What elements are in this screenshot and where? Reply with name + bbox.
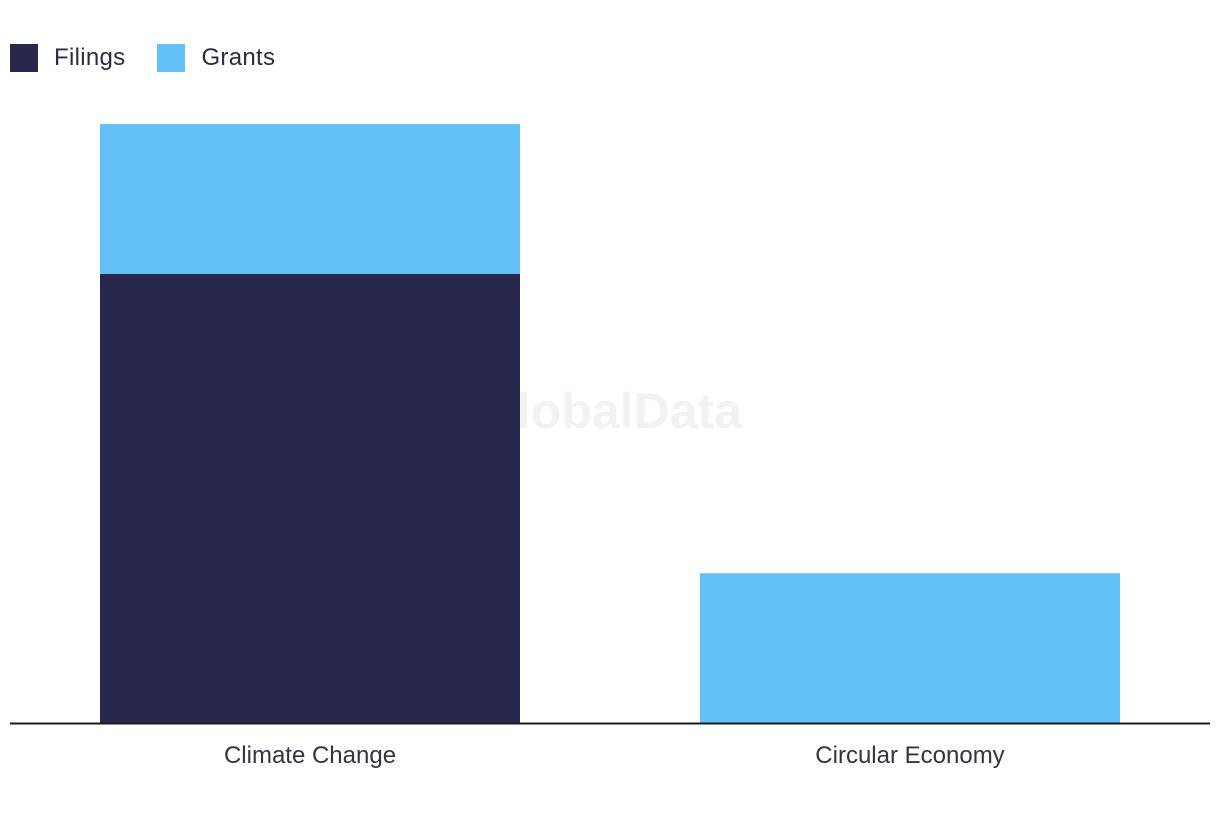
legend-swatch-grants [157,44,186,72]
legend-label-grants: Grants [201,44,276,71]
legend-item-filings[interactable]: Filings [10,44,125,72]
legend-swatch-filings [10,44,38,72]
bar-grants-circular-economy[interactable] [700,573,1120,723]
bar-filings-climate-change[interactable] [100,273,520,723]
x-tick-label: Climate Change [224,742,396,769]
bar-grants-climate-change[interactable] [100,124,520,274]
legend-label-filings: Filings [54,44,126,71]
legend-item-grants[interactable]: Grants [157,44,275,72]
legend: Filings Grants [10,44,307,72]
x-tick-label: Circular Economy [815,742,1004,769]
